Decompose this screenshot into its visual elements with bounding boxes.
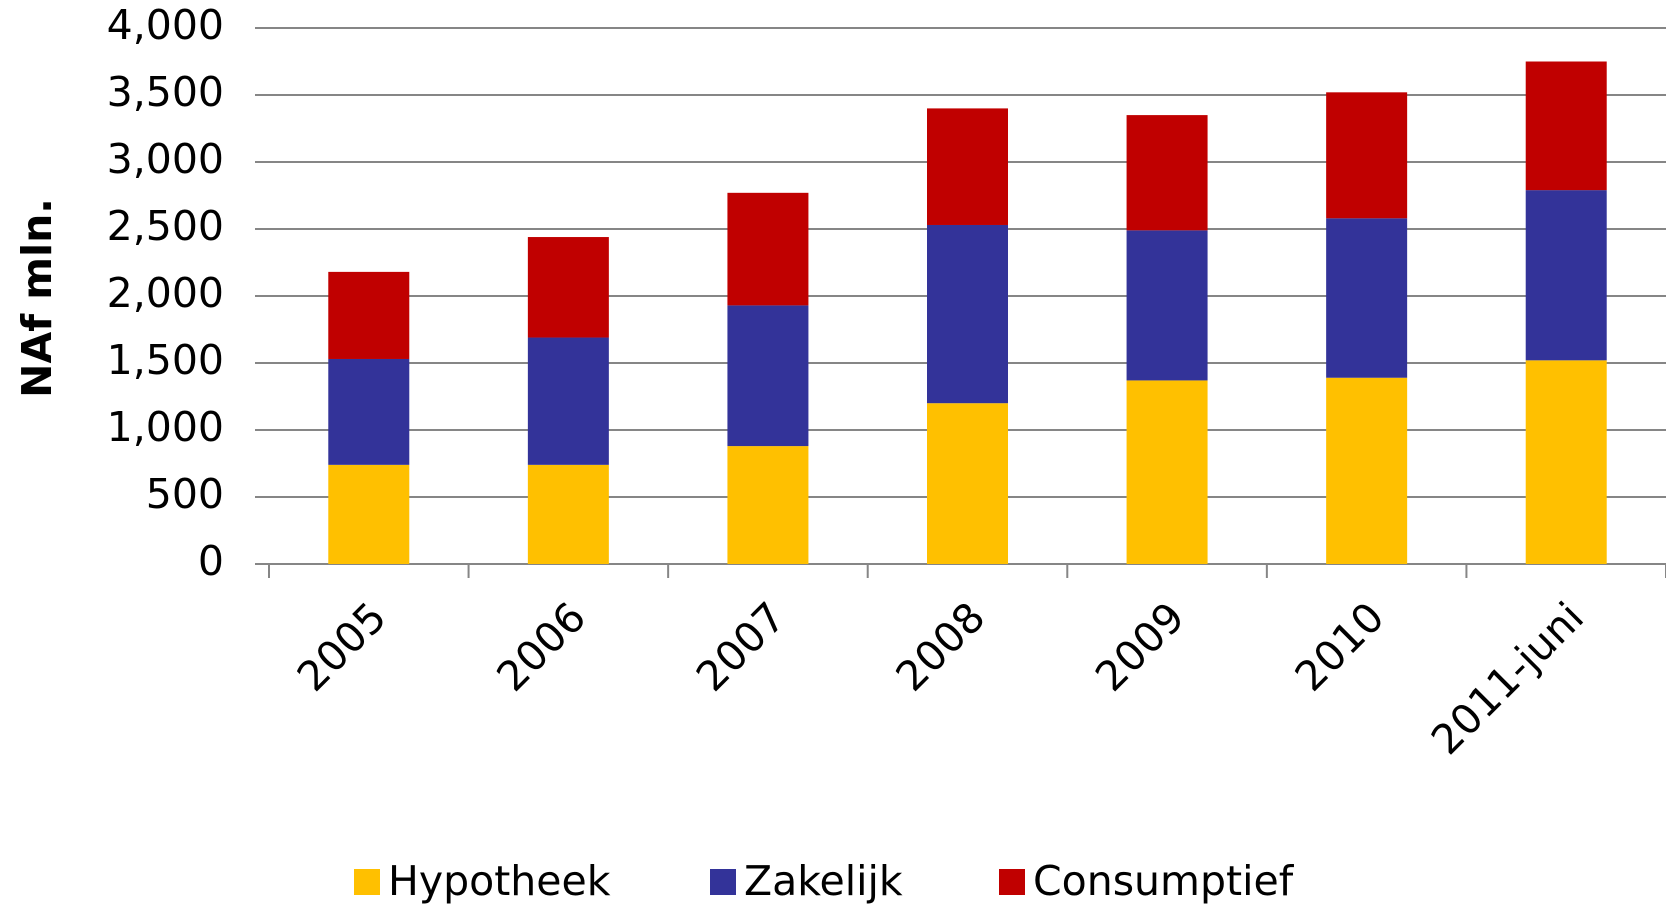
bar-segment [1525, 360, 1607, 564]
bar-segment [328, 271, 410, 359]
x-tick-label: 2007 [687, 593, 795, 701]
x-tick-label: 2009 [1086, 593, 1194, 701]
bar-segment [727, 192, 809, 306]
legend-label: Hypotheek [388, 857, 611, 905]
y-tick-label: 2,000 [107, 269, 224, 317]
bar-segment [927, 403, 1008, 564]
bar-segment [1326, 92, 1408, 219]
bar-segment [1126, 115, 1208, 231]
legend-label: Zakelijk [744, 857, 903, 905]
bar-segment [1525, 61, 1607, 191]
bar-segment [1525, 190, 1607, 361]
y-tick-label: 1,000 [107, 403, 224, 451]
y-tick-label: 4,000 [107, 1, 224, 49]
x-tick-label: 2006 [487, 593, 595, 701]
legend-swatch [999, 869, 1025, 895]
y-axis-label: NAf mln. [13, 198, 61, 398]
bar-segment [1326, 377, 1408, 564]
bar-segment [927, 108, 1008, 225]
bar-segment [328, 358, 410, 465]
legend-swatch [354, 869, 380, 895]
x-tick-label: 2008 [887, 593, 995, 701]
y-tick-label: 3,000 [107, 135, 224, 183]
bar-segment [727, 446, 809, 564]
bar-segment [527, 237, 609, 338]
bar-segment [328, 464, 410, 564]
legend-label: Consumptief [1033, 857, 1295, 905]
bar-segment [1126, 230, 1208, 381]
bar-segment [1126, 380, 1208, 564]
y-tick-label: 500 [146, 470, 224, 518]
y-tick-label: 2,500 [107, 202, 224, 250]
legend-swatch [710, 869, 736, 895]
x-tick-label: 2005 [288, 593, 396, 701]
y-tick-label: 1,500 [107, 336, 224, 384]
y-tick-label: 3,500 [107, 68, 224, 116]
bar-segment [927, 224, 1008, 404]
bar-segment [727, 305, 809, 447]
y-tick-label: 0 [198, 537, 224, 585]
bar-segment [527, 464, 609, 564]
x-tick-label: 2011-juni [1422, 593, 1593, 764]
bar-segment [527, 337, 609, 465]
bar-segment [1326, 218, 1408, 378]
x-tick-label: 2010 [1286, 593, 1394, 701]
